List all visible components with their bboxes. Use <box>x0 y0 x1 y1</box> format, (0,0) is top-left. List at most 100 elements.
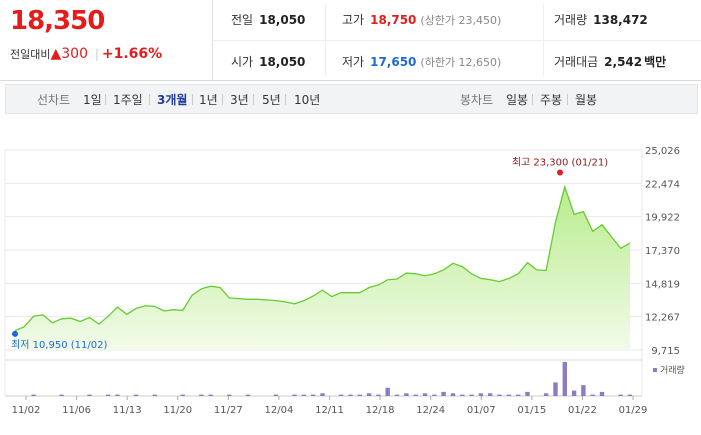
volume-bar <box>553 382 558 396</box>
line-chart-label: 선차트 <box>37 93 71 107</box>
tab-1d[interactable]: 1일 <box>83 93 102 107</box>
volume-bar <box>516 394 521 396</box>
price-change: 전일대비▲300 | +1.66% <box>10 46 162 62</box>
volume-bar <box>385 387 390 396</box>
volume-bar <box>357 394 362 396</box>
volume-bar <box>301 394 307 396</box>
tab-1w[interactable]: 1주일 <box>113 93 143 107</box>
volume-bars: 거래량 <box>31 362 685 396</box>
tab-daily[interactable]: 일봉 <box>506 93 529 107</box>
volume-bar <box>469 394 474 396</box>
volume-bar <box>115 394 120 396</box>
tab-separator <box>105 94 106 105</box>
volume-bar <box>59 394 64 396</box>
candle-chart-label: 봉차트 <box>460 93 494 107</box>
tab-10y[interactable]: 10년 <box>294 93 321 107</box>
high-marker <box>557 169 563 176</box>
low-marker <box>12 330 18 337</box>
x-tick-label: 01/15 <box>517 405 546 416</box>
high-label: 최고 23,300 (01/21) <box>512 157 608 169</box>
volume-bar <box>543 393 549 396</box>
low-label: 최저 10,950 (11/02) <box>11 339 107 351</box>
x-tick-label: 11/02 <box>12 405 41 416</box>
price-line <box>14 184 631 332</box>
y-tick-label: 19,922 <box>645 213 680 224</box>
volume-bar <box>627 394 633 396</box>
x-axis: 11/02 11/06 11/13 11/20 11/27 12/04 12/11 12/18… <box>12 396 647 416</box>
volume-bar <box>581 385 586 396</box>
volume-bar <box>152 394 157 396</box>
x-tick-label: 12/11 <box>315 405 344 416</box>
volume-bar <box>571 390 577 396</box>
price-area <box>15 186 630 350</box>
volume-bar <box>413 394 418 396</box>
tab-weekly[interactable]: 주봉 <box>540 93 563 107</box>
tab-1y[interactable]: 1년 <box>199 93 218 107</box>
volume-bar <box>133 394 139 396</box>
volume-bar <box>366 393 372 396</box>
volume-bar <box>562 362 567 396</box>
volume-bar <box>506 394 512 396</box>
volume-legend-swatch <box>653 368 657 372</box>
volume-bar <box>31 394 36 396</box>
tab-5y[interactable]: 5년 <box>262 93 281 107</box>
change-percent: +1.66% <box>101 46 163 62</box>
tab-separator <box>222 94 223 105</box>
volume-bar <box>422 393 428 396</box>
volume-bar <box>245 394 251 396</box>
volume-bar <box>227 394 232 396</box>
x-tick-label: 01/07 <box>467 405 496 416</box>
stat-prev-close: 전일 18,050 <box>231 13 306 27</box>
tab-separator <box>149 94 150 105</box>
volume-bar <box>338 394 344 396</box>
volume-bar <box>404 393 409 396</box>
stats-divider <box>213 40 701 41</box>
y-tick-label: 22,474 <box>645 179 680 190</box>
x-tick-label: 12/18 <box>366 405 395 416</box>
y-tick-label: 14,819 <box>645 279 680 290</box>
volume-bar <box>441 391 446 396</box>
tab-separator <box>567 94 568 105</box>
stat-open: 시가 18,050 <box>231 55 306 69</box>
up-arrow-icon: ▲ <box>50 46 62 62</box>
current-price: 18,350 <box>10 6 105 36</box>
x-tick-label: 11/06 <box>62 405 91 416</box>
volume-bar <box>273 394 279 396</box>
quote-header: 18,350 전일대비▲300 | +1.66% 전일 18,050 고가 18,75… <box>0 0 701 81</box>
y-tick-label: 17,370 <box>645 246 680 257</box>
volume-bar <box>199 394 204 396</box>
volume-bar <box>460 394 465 396</box>
stat-low: 저가 17,650 (하한가 12,650) <box>342 55 502 69</box>
x-tick-label: 11/20 <box>163 405 192 416</box>
volume-bar <box>450 393 456 396</box>
tab-3y[interactable]: 3년 <box>230 93 249 107</box>
stat-trading-value: 거래대금 2,542 백만 <box>554 55 667 69</box>
volume-bar <box>348 394 353 396</box>
volume-bar <box>292 394 297 396</box>
volume-bar <box>525 391 530 396</box>
volume-bar <box>497 394 502 396</box>
volume-bar <box>488 393 493 396</box>
volume-bar <box>180 394 185 396</box>
volume-bar <box>599 391 605 396</box>
x-tick-label: 11/13 <box>113 405 142 416</box>
volume-bar <box>87 394 92 396</box>
annotations: 최고 23,300 (01/21) 최저 10,950 (11/02) <box>11 157 608 351</box>
stat-high: 고가 18,750 (상한가 23,450) <box>342 13 502 27</box>
price-box: 18,350 전일대비▲300 | +1.66% <box>0 0 213 80</box>
volume-legend-label: 거래량 <box>660 364 685 376</box>
tab-monthly[interactable]: 월봉 <box>575 93 598 107</box>
x-tick-label: 12/24 <box>416 405 445 416</box>
tab-separator <box>532 94 533 105</box>
y-tick-label: 12,267 <box>645 313 680 324</box>
volume-bar <box>590 394 595 396</box>
volume-bar <box>478 393 484 396</box>
y-tick-label: 9,715 <box>651 346 680 357</box>
volume-bar <box>320 393 325 396</box>
volume-bar <box>432 394 437 396</box>
tab-3m[interactable]: 3개월 <box>157 93 188 107</box>
change-value: 300 <box>61 46 88 62</box>
y-tick-label: 25,026 <box>645 146 680 157</box>
tab-separator <box>192 94 193 105</box>
